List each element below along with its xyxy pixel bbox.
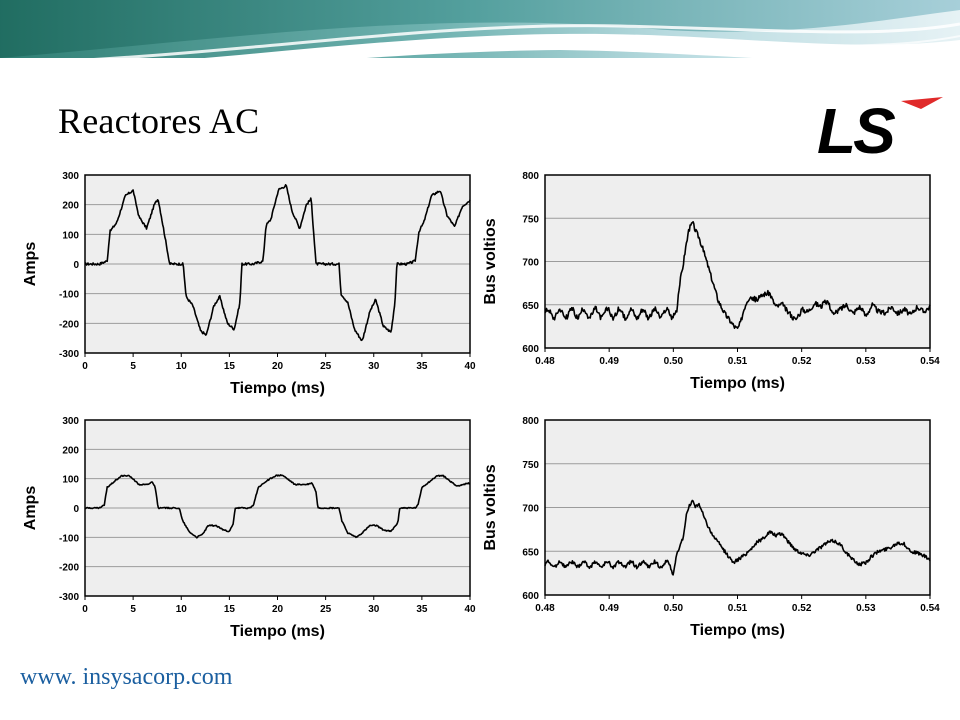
series-line — [544, 221, 931, 329]
x-tick-label: 40 — [464, 361, 476, 372]
y-axis-label: Amps — [22, 242, 39, 287]
x-tick-label: 0 — [82, 604, 88, 615]
x-tick-label: 0 — [82, 361, 88, 372]
y-tick-label: 600 — [522, 591, 539, 602]
x-tick-label: 5 — [130, 604, 136, 615]
y-tick-label: -300 — [59, 349, 79, 360]
x-tick-label: 0.53 — [856, 603, 876, 614]
y-tick-label: 750 — [522, 214, 539, 225]
x-tick-label: 0.48 — [535, 603, 555, 614]
x-tick-label: 0.51 — [728, 356, 748, 367]
x-tick-label: 0.52 — [792, 603, 812, 614]
x-tick-label: 30 — [368, 604, 380, 615]
x-tick-label: 15 — [224, 604, 236, 615]
plot-frame — [544, 419, 931, 596]
y-tick-label: 300 — [62, 416, 79, 427]
x-axis-label: Tiempo (ms) — [690, 622, 785, 639]
y-tick-label: 800 — [522, 416, 539, 427]
ls-logo-text: LS — [817, 95, 896, 160]
chart-bus-voltage-bottom: 800 750 700 650 600 0.48 0.49 0.50 0.51 0.52 0.53 0… — [480, 405, 950, 650]
x-tick-label: 10 — [176, 604, 188, 615]
chart-current-top: 300 200 100 0 -100 -200 -300 0 5 10 15 20 25 30 35 40 Ti… — [10, 160, 480, 405]
y-tick-label: -300 — [59, 592, 79, 603]
chart-bus-voltage-top: 800 750 700 650 600 0.48 0.49 0.50 0.51 0.52 0.53 0… — [480, 160, 950, 405]
y-tick-label: 650 — [522, 301, 539, 312]
x-tick-label: 40 — [464, 604, 476, 615]
plot-frame — [84, 419, 471, 597]
x-tick-label: 25 — [320, 361, 332, 372]
y-tick-label: 650 — [522, 547, 539, 558]
x-tick-label: 35 — [416, 361, 428, 372]
y-tick-label: 0 — [73, 260, 79, 271]
y-tick-label: 200 — [62, 445, 79, 456]
x-tick-label: 0.54 — [920, 356, 940, 367]
y-axis-label: Bus voltios — [482, 464, 499, 550]
y-tick-label: 100 — [62, 475, 79, 486]
chart-current-bottom: 300 200 100 0 -100 -200 -300 0 5 10 15 20 25 30 35 40 Ti… — [10, 405, 480, 650]
y-tick-label: 200 — [62, 201, 79, 212]
x-tick-label: 0.51 — [728, 603, 748, 614]
slide-title: Reactores AC — [58, 101, 260, 141]
x-tick-label: 15 — [224, 361, 236, 372]
x-tick-label: 0.49 — [599, 603, 619, 614]
x-axis-label: Tiempo (ms) — [690, 375, 785, 392]
y-tick-label: 600 — [522, 344, 539, 355]
y-tick-label: 300 — [62, 171, 79, 182]
x-tick-label: 30 — [368, 361, 380, 372]
x-tick-label: 0.50 — [664, 603, 684, 614]
footer-url[interactable]: www. insysacorp.com — [20, 664, 233, 690]
x-tick-label: 0.53 — [856, 356, 876, 367]
x-tick-label: 20 — [272, 604, 284, 615]
y-tick-label: 700 — [522, 258, 539, 269]
x-tick-label: 25 — [320, 604, 332, 615]
logo-swoosh — [901, 97, 943, 109]
y-tick-label: 750 — [522, 460, 539, 471]
plot-frame — [84, 174, 471, 354]
x-tick-label: 20 — [272, 361, 284, 372]
ls-logo: LS — [817, 95, 943, 160]
x-tick-label: 0.49 — [599, 356, 619, 367]
y-tick-label: -200 — [59, 563, 79, 574]
series-line — [544, 499, 931, 576]
y-tick-label: -100 — [59, 533, 79, 544]
y-tick-label: 0 — [73, 504, 79, 515]
y-axis-label: Amps — [22, 486, 39, 531]
x-tick-label: 0.50 — [664, 356, 684, 367]
y-tick-label: 100 — [62, 230, 79, 241]
x-axis-label: Tiempo (ms) — [230, 380, 325, 397]
series-line — [84, 474, 471, 539]
series-line — [84, 184, 471, 342]
x-tick-label: 0.54 — [920, 603, 940, 614]
y-tick-label: 700 — [522, 504, 539, 515]
y-tick-label: 800 — [522, 171, 539, 182]
y-tick-label: -200 — [59, 319, 79, 330]
x-tick-label: 10 — [176, 361, 188, 372]
header-banner — [0, 0, 960, 78]
y-tick-label: -100 — [59, 290, 79, 301]
x-tick-label: 0.52 — [792, 356, 812, 367]
x-tick-label: 5 — [130, 361, 136, 372]
y-axis-label: Bus voltios — [482, 218, 499, 304]
x-tick-label: 35 — [416, 604, 428, 615]
x-axis-label: Tiempo (ms) — [230, 623, 325, 640]
x-tick-label: 0.48 — [535, 356, 555, 367]
plot-frame — [544, 174, 931, 349]
